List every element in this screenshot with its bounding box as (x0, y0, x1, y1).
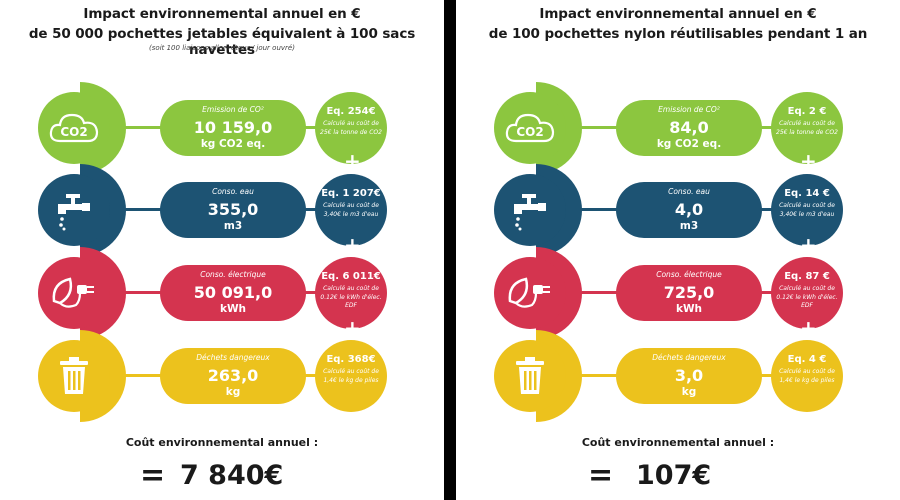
equals-sign: = (588, 458, 614, 493)
water-cost: Eq. 14 € (784, 188, 830, 199)
co2-cost-circle: Eq. 254€ Calculé au coût de 25€ la tonne… (315, 92, 387, 164)
co2-row: CO2 Emission de CO² 84,0 kg CO2 eq. Eq. … (456, 82, 900, 174)
water-pill: Conso. eau 355,0 m3 (160, 182, 306, 238)
leaf-plug-icon (494, 257, 566, 329)
total-cost: = 107€ (456, 458, 900, 496)
water-row: Conso. eau 355,0 m3 Eq. 1 207€ Calculé a… (0, 164, 444, 256)
water-tap-icon (494, 174, 566, 246)
co2-cloud-icon: CO2 (38, 92, 110, 164)
panel-title-line2: de 50 000 pochettes jetables équivalent … (28, 26, 416, 58)
electricity-label: Conso. électrique (200, 270, 266, 279)
co2-unit: kg CO2 eq. (200, 138, 266, 150)
water-tap-icon (38, 174, 110, 246)
waste-row: Déchets dangereux 263,0 kg Eq. 368€ Calc… (0, 330, 444, 422)
water-cost-circle: Eq. 1 207€ Calculé au coût de 3,40€ le m… (315, 174, 387, 246)
electricity-cost: Eq. 87 € (784, 271, 830, 282)
trash-bin-icon (38, 340, 110, 412)
electricity-value: 50 091,0 (193, 283, 273, 302)
co2-value: 10 159,0 (193, 118, 273, 137)
water-label: Conso. eau (668, 187, 710, 196)
co2-icon-text: CO2 (516, 125, 543, 139)
co2-cost: Eq. 254€ (326, 106, 376, 117)
electricity-cost-note: Calculé au coût de 0.12€ le kWh d'élec. … (776, 285, 838, 309)
waste-cost-circle: Eq. 368€ Calculé au coût de 1,4€ le kg d… (315, 340, 387, 412)
plus-sign: + (800, 233, 817, 257)
co2-cost-note: Calculé au coût de 25€ la tonne de CO2 (320, 120, 382, 136)
co2-unit: kg CO2 eq. (656, 138, 722, 150)
electricity-label: Conso. électrique (656, 270, 722, 279)
co2-icon-text: CO2 (60, 125, 87, 139)
panel-title-line1: Impact environnemental annuel en € (83, 6, 361, 22)
co2-cost-note: Calculé au coût de 25€ la tonne de CO2 (776, 120, 838, 136)
co2-cost: Eq. 2 € (787, 106, 827, 117)
water-value: 355,0 (207, 200, 259, 219)
waste-value: 263,0 (207, 366, 259, 385)
total-amount: 7 840€ (180, 460, 284, 491)
electricity-unit: kWh (219, 303, 247, 315)
total-cost: = 7 840€ (0, 458, 444, 496)
water-unit: m3 (679, 220, 699, 232)
panel-title-line2: de 100 pochettes nylon réutilisables pen… (488, 26, 868, 42)
waste-unit: kg (225, 386, 241, 398)
electricity-pill: Conso. électrique 725,0 kWh (616, 265, 762, 321)
co2-pill: Emission de CO² 10 159,0 kg CO2 eq. (160, 100, 306, 156)
right-infographic-panel: Impact environnemental annuel en € de 10… (456, 0, 900, 500)
co2-cost-circle: Eq. 2 € Calculé au coût de 25€ la tonne … (771, 92, 843, 164)
waste-cost: Eq. 4 € (787, 354, 827, 365)
water-cost-circle: Eq. 14 € Calculé au coût de 3,40€ le m3 … (771, 174, 843, 246)
left-infographic-panel: Impact environnemental annuel en € de 50… (0, 0, 444, 500)
waste-cost-note: Calculé au coût de 1,4€ le kg de piles (323, 368, 379, 384)
panel-subtitle: (soit 100 liaisons aller-retour / jour o… (149, 44, 295, 52)
electricity-value: 725,0 (663, 283, 715, 302)
electricity-cost-circle: Eq. 87 € Calculé au coût de 0.12€ le kWh… (771, 257, 843, 329)
leaf-plug-icon (38, 257, 110, 329)
electricity-pill: Conso. électrique 50 091,0 kWh (160, 265, 306, 321)
electricity-row: Conso. électrique 725,0 kWh Eq. 87 € Cal… (456, 247, 900, 339)
co2-value: 84,0 (669, 118, 709, 137)
co2-row: CO2 Emission de CO² 10 159,0 kg CO2 eq. … (0, 82, 444, 174)
total-label: Coût environnemental annuel : (581, 436, 775, 449)
water-cost-note: Calculé au coût de 3,40€ le m3 d'eau (779, 202, 835, 218)
water-row: Conso. eau 4,0 m3 Eq. 14 € Calculé au co… (456, 164, 900, 256)
electricity-unit: kWh (675, 303, 703, 315)
waste-unit: kg (681, 386, 697, 398)
water-pill: Conso. eau 4,0 m3 (616, 182, 762, 238)
co2-cloud-icon: CO2 (494, 92, 566, 164)
waste-label: Déchets dangereux (652, 353, 726, 362)
waste-pill: Déchets dangereux 263,0 kg (160, 348, 306, 404)
plus-sign: + (344, 316, 361, 340)
waste-value: 3,0 (674, 366, 704, 385)
plus-sign: + (344, 149, 361, 173)
plus-sign: + (800, 149, 817, 173)
water-cost: Eq. 1 207€ (321, 188, 381, 199)
electricity-cost-note: Calculé au coût de 0.12€ le kWh d'élec. … (320, 285, 382, 309)
equals-sign: = (140, 458, 166, 493)
water-cost-note: Calculé au coût de 3,40€ le m3 d'eau (323, 202, 379, 218)
co2-pill: Emission de CO² 84,0 kg CO2 eq. (616, 100, 762, 156)
waste-pill: Déchets dangereux 3,0 kg (616, 348, 762, 404)
panel-title-line1: Impact environnemental annuel en € (539, 6, 817, 22)
trash-bin-icon (494, 340, 566, 412)
water-label: Conso. eau (212, 187, 254, 196)
electricity-cost-circle: Eq. 6 011€ Calculé au coût de 0.12€ le k… (315, 257, 387, 329)
waste-row: Déchets dangereux 3,0 kg Eq. 4 € Calculé… (456, 330, 900, 422)
electricity-cost: Eq. 6 011€ (321, 271, 381, 282)
total-amount: 107€ (636, 460, 712, 491)
plus-sign: + (800, 316, 817, 340)
plus-sign: + (344, 233, 361, 257)
waste-label: Déchets dangereux (196, 353, 270, 362)
total-label: Coût environnemental annuel : (125, 436, 319, 449)
electricity-row: Conso. électrique 50 091,0 kWh Eq. 6 011… (0, 247, 444, 339)
panel-divider (444, 0, 456, 500)
co2-label: Emission de CO² (202, 105, 264, 114)
waste-cost-note: Calculé au coût de 1,4€ le kg de piles (779, 368, 835, 384)
co2-label: Emission de CO² (658, 105, 720, 114)
waste-cost: Eq. 368€ (326, 354, 376, 365)
waste-cost-circle: Eq. 4 € Calculé au coût de 1,4€ le kg de… (771, 340, 843, 412)
water-unit: m3 (223, 220, 243, 232)
water-value: 4,0 (674, 200, 704, 219)
